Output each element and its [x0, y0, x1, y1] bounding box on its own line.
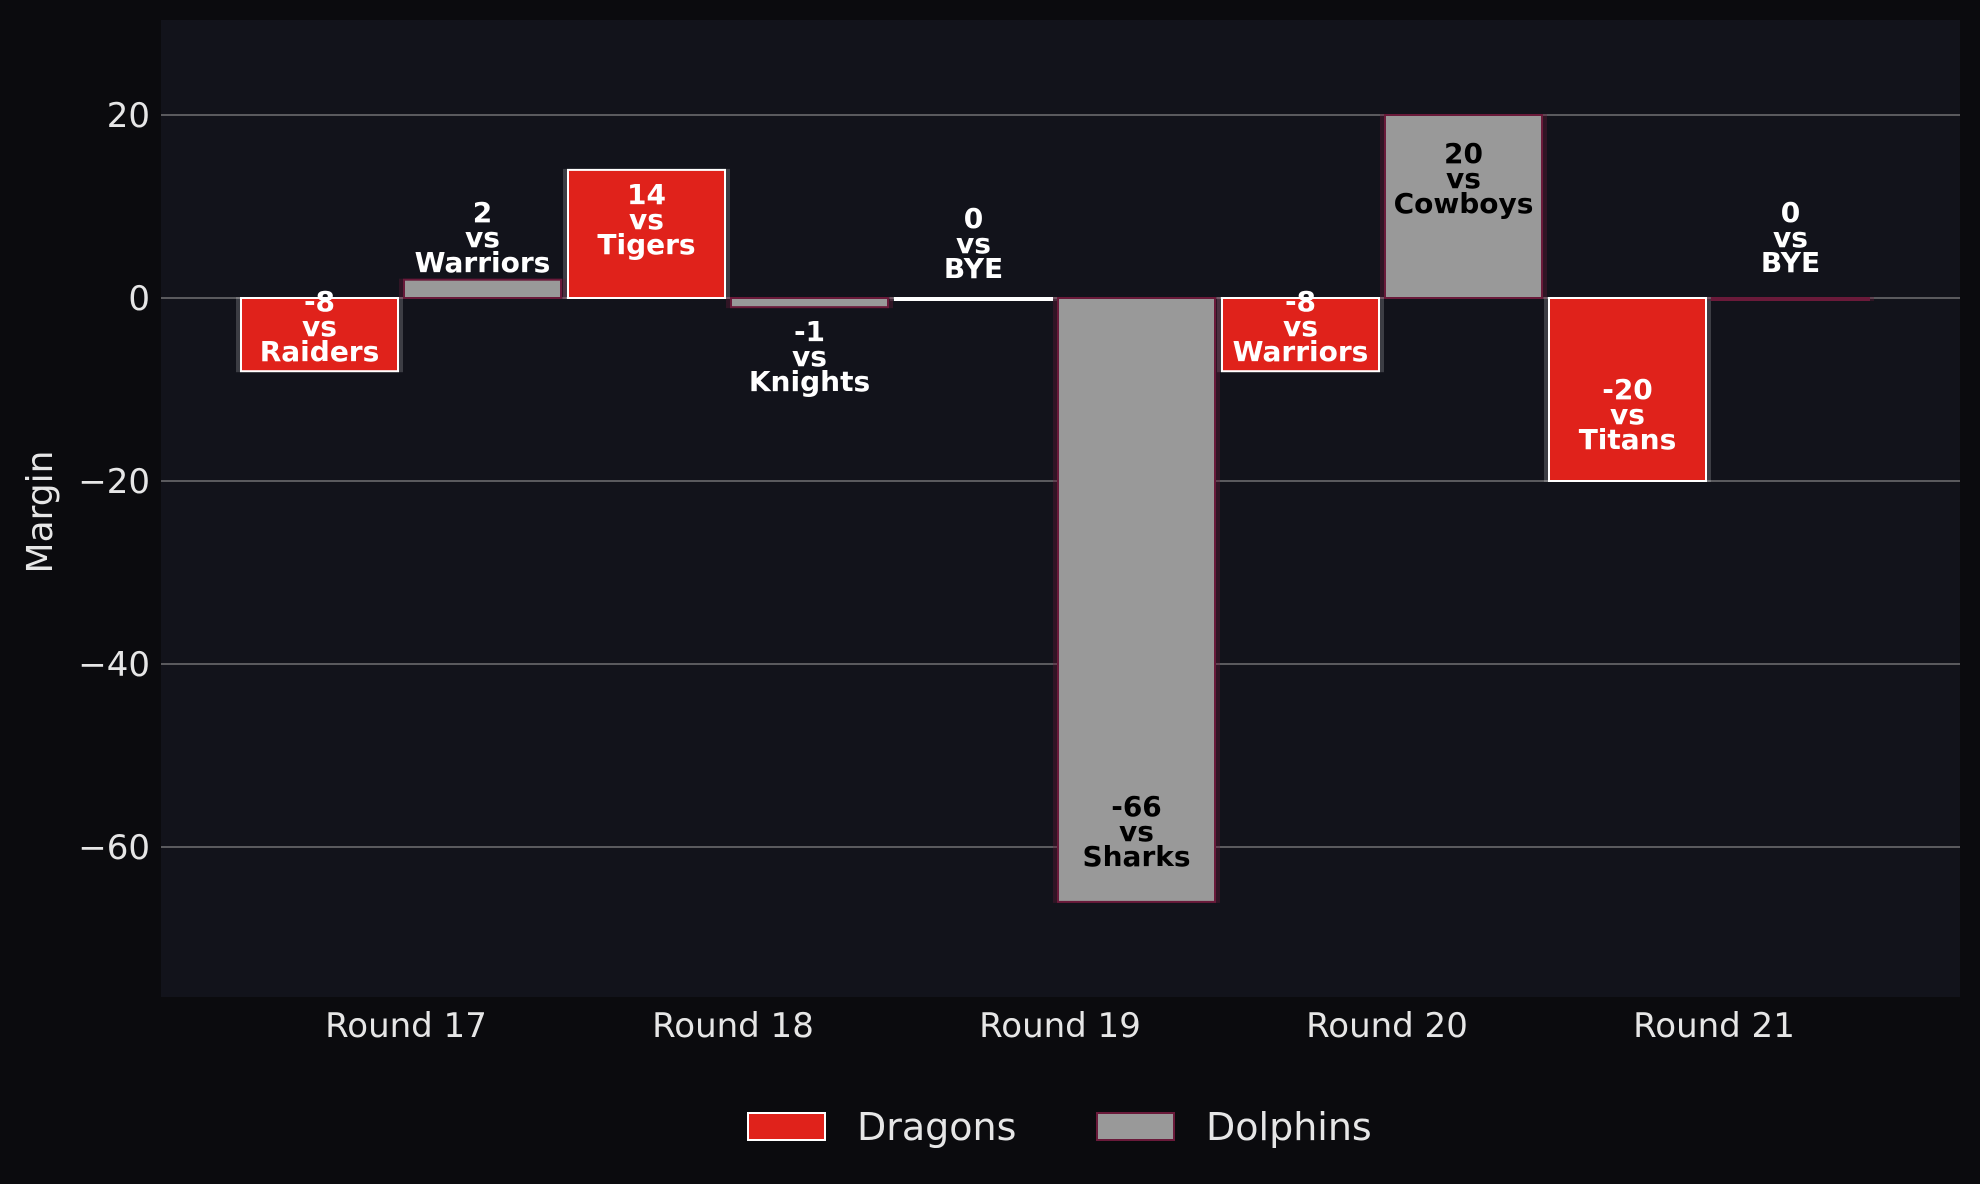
bar-value-label: vs	[629, 203, 664, 236]
y-tick-label: −60	[78, 828, 150, 868]
x-tick-label: Round 18	[652, 1006, 814, 1046]
bar-value-label: 0	[964, 202, 983, 235]
dragons-bar-group	[236, 297, 403, 373]
bar-value-label: Tigers	[597, 228, 695, 261]
bar-value-label: BYE	[1761, 246, 1820, 279]
bar-value-label: -1	[794, 315, 825, 348]
bar-value-label: -20	[1602, 373, 1653, 406]
bar-value-label: Titans	[1579, 423, 1677, 456]
bar-value-label: vs	[1610, 398, 1645, 431]
bar-value-label: vs	[1446, 162, 1481, 195]
dolphins-bar-group	[399, 278, 566, 300]
bar-value-label: Sharks	[1082, 840, 1190, 873]
bar-value-label: vs	[792, 340, 827, 373]
legend-item-dolphins: Dolphins	[1096, 1105, 1372, 1149]
legend-swatch	[747, 1112, 826, 1141]
dragons-bar	[1221, 297, 1380, 373]
dragons-bar	[1548, 297, 1707, 482]
legend-label: Dragons	[857, 1105, 1016, 1149]
dragons-bar	[894, 297, 1053, 301]
dolphins-bar	[730, 297, 889, 309]
dolphins-bar	[403, 278, 562, 300]
dragons-bar-group	[563, 168, 730, 299]
dolphins-bar-group	[1707, 297, 1874, 301]
bar-value-label: 2	[473, 196, 492, 229]
dragons-bar-group	[1544, 297, 1711, 482]
bar-labels: -8vsRaiders14vsTigers0vsBYE-8vsWarriors-…	[260, 137, 1820, 873]
dragons-bar-group	[1217, 297, 1384, 373]
dolphins-bar-group	[1053, 297, 1220, 903]
bar-value-label: Knights	[749, 365, 870, 398]
x-tick-label: Round 20	[1306, 1006, 1468, 1046]
legend: Dragons Dolphins	[747, 1105, 1372, 1149]
x-tick-label: Round 19	[979, 1006, 1141, 1046]
y-axis-label: Margin	[20, 451, 61, 574]
bar-value-label: -66	[1111, 790, 1162, 823]
bar-value-label: 0	[1781, 196, 1800, 229]
dolphins-bar	[1384, 114, 1543, 299]
bar-value-label: vs	[1773, 221, 1808, 254]
bar-value-label: vs	[956, 227, 991, 260]
dolphins-bar-group	[726, 297, 893, 309]
bar-value-label: vs	[1119, 815, 1154, 848]
dolphins-bar-group	[1380, 114, 1547, 299]
bars	[236, 114, 1874, 903]
dragons-bar-group	[890, 297, 1057, 301]
dragons-bar	[240, 297, 399, 373]
bar-value-label: Cowboys	[1394, 187, 1534, 220]
bar-value-label: -8	[1285, 285, 1316, 318]
bar-value-label: BYE	[944, 252, 1003, 285]
bar-value-label: vs	[302, 310, 337, 343]
bar-value-label: -8	[304, 285, 335, 318]
dragons-bar	[567, 168, 726, 299]
x-tick-label: Round 21	[1633, 1006, 1795, 1046]
y-tick-label: 20	[107, 96, 150, 136]
bar-value-label: Warriors	[1233, 335, 1369, 368]
bar-value-label: vs	[465, 221, 500, 254]
dolphins-bar	[1711, 297, 1870, 301]
bar-value-label: vs	[1283, 310, 1318, 343]
y-tick-label: −40	[78, 645, 150, 685]
bar-value-label: 14	[627, 178, 666, 211]
y-tick-label: −20	[78, 462, 150, 502]
legend-swatch	[1096, 1112, 1175, 1141]
legend-item-dragons: Dragons	[747, 1105, 1016, 1149]
x-axis-ticks: Round 17 Round 18 Round 19 Round 20 Round 21	[325, 1006, 1795, 1046]
dolphins-bar	[1057, 297, 1216, 903]
x-tick-label: Round 17	[325, 1006, 487, 1046]
y-tick-label: 0	[128, 279, 150, 319]
bar-value-label: Raiders	[260, 335, 380, 368]
bar-value-label: Warriors	[415, 246, 551, 279]
bar-value-label: 20	[1444, 137, 1483, 170]
legend-label: Dolphins	[1206, 1105, 1372, 1149]
y-axis-ticks: 20 0 −20 −40 −60	[78, 96, 150, 868]
